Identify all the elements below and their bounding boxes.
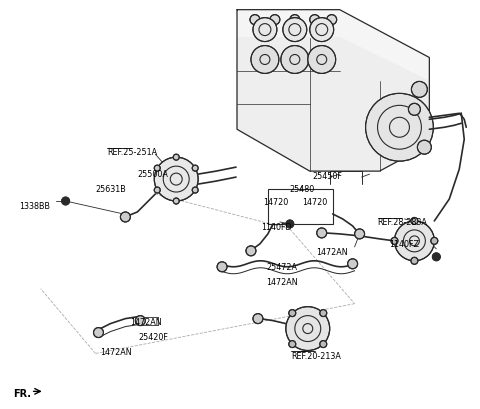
- Circle shape: [411, 258, 418, 265]
- Text: REF.25-251A: REF.25-251A: [108, 148, 157, 157]
- Circle shape: [348, 259, 358, 269]
- Circle shape: [250, 16, 260, 25]
- Text: FR.: FR.: [13, 389, 31, 398]
- Text: 25450F: 25450F: [313, 172, 343, 181]
- Circle shape: [286, 220, 294, 228]
- Circle shape: [173, 155, 179, 161]
- Circle shape: [418, 141, 432, 155]
- Bar: [268, 190, 333, 225]
- Circle shape: [154, 158, 198, 202]
- Text: 25631B: 25631B: [96, 184, 126, 193]
- Circle shape: [327, 16, 336, 25]
- Circle shape: [432, 253, 440, 261]
- Polygon shape: [237, 11, 429, 172]
- Text: 25472A: 25472A: [266, 262, 297, 271]
- Circle shape: [355, 229, 365, 239]
- Text: REF.28-283A: REF.28-283A: [378, 218, 427, 227]
- Text: 25500A: 25500A: [137, 170, 168, 179]
- Circle shape: [173, 198, 179, 204]
- Circle shape: [290, 16, 300, 25]
- Text: 25480: 25480: [290, 184, 315, 193]
- Circle shape: [320, 310, 327, 317]
- Circle shape: [192, 166, 198, 172]
- Circle shape: [154, 166, 160, 172]
- Polygon shape: [237, 38, 429, 172]
- Circle shape: [246, 246, 256, 256]
- Text: 25420F: 25420F: [138, 332, 168, 341]
- Circle shape: [308, 47, 336, 74]
- Circle shape: [154, 188, 160, 193]
- Text: 1338BB: 1338BB: [19, 202, 50, 211]
- Circle shape: [217, 262, 227, 272]
- Text: 1472AN: 1472AN: [131, 317, 162, 326]
- Circle shape: [253, 18, 277, 43]
- Circle shape: [289, 341, 296, 348]
- Circle shape: [281, 47, 309, 74]
- Text: 1140FD: 1140FD: [261, 222, 291, 231]
- Circle shape: [431, 238, 438, 245]
- Circle shape: [289, 310, 296, 317]
- Circle shape: [395, 221, 434, 261]
- Text: 1140FZ: 1140FZ: [389, 239, 420, 248]
- Circle shape: [251, 47, 279, 74]
- Text: 1472AN: 1472AN: [100, 347, 132, 356]
- Circle shape: [408, 104, 420, 116]
- Text: 14720: 14720: [302, 198, 327, 207]
- Text: REF.20-213A: REF.20-213A: [291, 351, 341, 360]
- Circle shape: [411, 218, 418, 225]
- Text: 14720: 14720: [263, 198, 288, 207]
- Circle shape: [320, 341, 327, 348]
- Circle shape: [317, 228, 327, 238]
- Circle shape: [286, 307, 330, 351]
- Circle shape: [192, 188, 198, 193]
- Circle shape: [411, 82, 427, 98]
- Circle shape: [120, 212, 131, 222]
- Circle shape: [310, 16, 320, 25]
- Circle shape: [391, 238, 398, 245]
- Circle shape: [366, 94, 433, 162]
- Circle shape: [253, 314, 263, 324]
- Circle shape: [94, 328, 104, 338]
- Circle shape: [61, 198, 70, 205]
- Circle shape: [283, 18, 307, 43]
- Circle shape: [135, 316, 145, 326]
- Circle shape: [310, 18, 334, 43]
- Text: 1472AN: 1472AN: [316, 247, 348, 256]
- Text: 1472AN: 1472AN: [266, 277, 298, 286]
- Circle shape: [270, 16, 280, 25]
